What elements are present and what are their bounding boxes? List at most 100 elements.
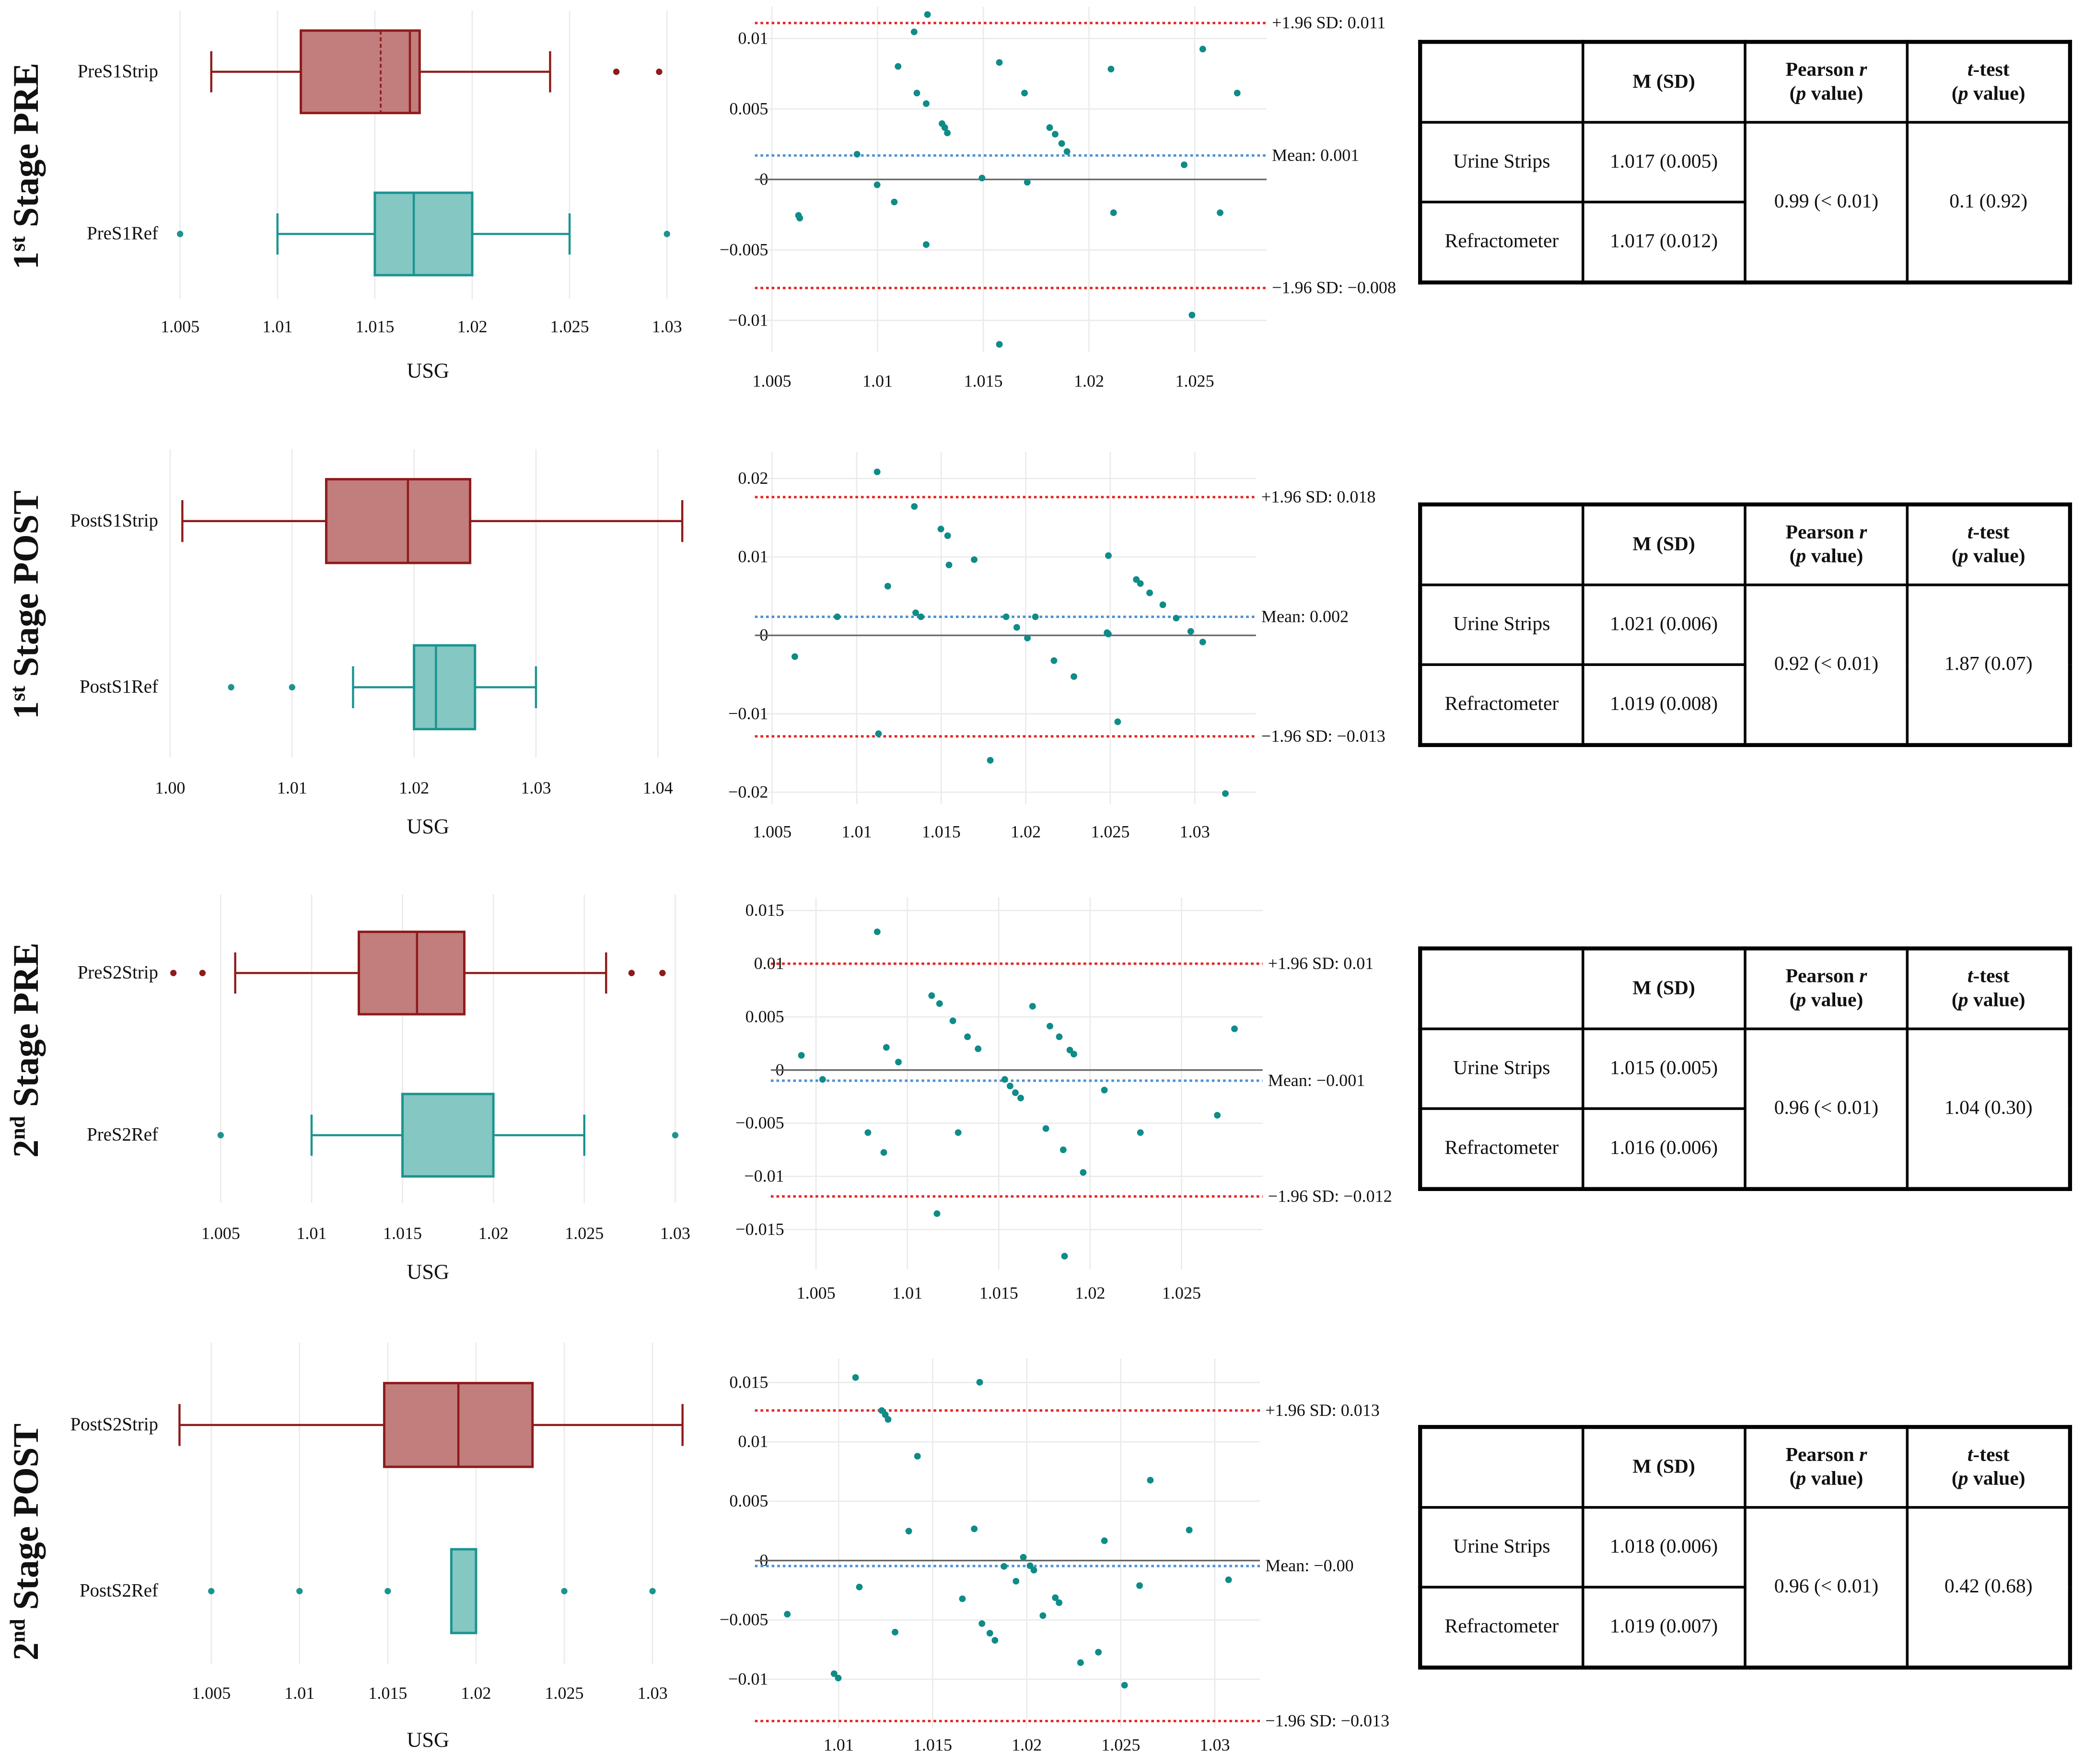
x-tick-label: 1.02	[399, 778, 429, 797]
data-point	[1059, 1146, 1067, 1153]
x-tick-label: 1.015	[922, 822, 961, 841]
row-title-text: Stage POST	[6, 1423, 46, 1619]
outlier-point	[170, 970, 177, 976]
x-tick-label: 1.005	[752, 372, 791, 391]
iqr-box	[325, 478, 472, 564]
data-point	[853, 151, 861, 158]
data-point	[1173, 615, 1180, 622]
data-point	[1214, 1112, 1221, 1119]
table-header-cell	[1419, 40, 1584, 124]
header-text: p	[1796, 546, 1806, 568]
data-point	[1050, 657, 1058, 664]
data-point	[1159, 601, 1166, 608]
outlier-point	[217, 1132, 224, 1139]
table-row: Urine Strips 1.018 (0.006) 0.96 (< 0.01) 0.…	[1419, 1506, 2072, 1669]
table-header-cell: Pearson r (p value)	[1744, 947, 1909, 1030]
row-title-text: Stage PRE	[6, 942, 46, 1116]
table-header-row: M (SD) Pearson r (p value) t-test (p value)	[1419, 503, 2072, 586]
header-text: p	[1796, 1469, 1806, 1490]
outlier-point	[628, 970, 635, 976]
data-point	[884, 583, 891, 590]
data-point	[1199, 639, 1206, 645]
data-point	[895, 63, 902, 70]
data-point	[1186, 1527, 1193, 1533]
data-point	[1234, 90, 1241, 96]
pearson-r-value: 0.96 (< 0.01)	[1744, 1506, 1909, 1669]
data-point	[1001, 1563, 1008, 1570]
category-label: PostS1Strip	[70, 510, 158, 531]
upper-limit-label: +1.96 SD: 0.01	[1268, 954, 1374, 973]
x-tick-label: 1.015	[913, 1735, 952, 1754]
iqr-box	[450, 1548, 477, 1635]
x-tick-label: 1.00	[155, 778, 185, 797]
data-point	[1017, 1095, 1024, 1101]
data-point	[959, 1595, 966, 1602]
box-strip: PostS2Strip	[70, 1382, 684, 1468]
row-title-number: 1	[6, 701, 46, 719]
box-strip: PreS1Strip	[78, 29, 663, 115]
header-text: Pearson	[1785, 966, 1860, 988]
x-tick-label: 1.025	[1091, 822, 1129, 841]
y-tick-label: 0.015	[729, 1372, 768, 1391]
t-test-value: 0.42 (0.68)	[1906, 1506, 2072, 1669]
header-text: value)	[1806, 990, 1863, 1012]
header-text: r	[1859, 1445, 1867, 1466]
outlier-point	[613, 69, 620, 75]
x-tick-label: 1.015	[368, 1683, 407, 1703]
iqr-box	[300, 29, 421, 115]
data-point	[1001, 1076, 1008, 1083]
header-text: p	[1958, 990, 1968, 1012]
method-label: Urine Strips	[1419, 1028, 1584, 1110]
header-text: (	[1789, 1469, 1796, 1490]
data-point	[1030, 1566, 1037, 1574]
table-header-cell: M (SD)	[1581, 1425, 1746, 1509]
mean-sd-value: 1.021 (0.006)	[1581, 584, 1746, 666]
outlier-point	[659, 970, 666, 976]
data-point	[978, 1620, 986, 1627]
pearson-r-value: 0.96 (< 0.01)	[1744, 1028, 1909, 1191]
iqr-box	[401, 1093, 495, 1178]
x-tick-label: 1.02	[1011, 822, 1041, 841]
x-tick-label: 1.01	[892, 1284, 922, 1303]
iqr-box	[413, 644, 477, 731]
header-text: -test	[1973, 59, 2010, 82]
y-tick-label: −0.01	[744, 1167, 784, 1186]
header-text: (	[1951, 1469, 1958, 1490]
x-tick-label: 1.015	[979, 1284, 1018, 1303]
data-point	[914, 1453, 921, 1460]
data-point	[1137, 1129, 1144, 1136]
x-tick-label: 1.005	[192, 1683, 231, 1703]
bland-altman-plot: 1.005 1.01 1.015 1.02 1.025 −0.015 −0.01 −0.005…	[735, 897, 1392, 1303]
table-header-cell: M (SD)	[1581, 947, 1746, 1030]
header-text: p	[1958, 83, 1968, 105]
y-tick-label: 0.02	[738, 468, 768, 488]
data-point	[1225, 1576, 1232, 1583]
y-tick-label: 0.005	[745, 1007, 784, 1026]
data-point	[949, 1017, 956, 1024]
header-text: Pearson	[1785, 1445, 1860, 1466]
y-tick-label: −0.005	[720, 1610, 768, 1629]
row-title: 2nd Stage POST	[6, 1424, 47, 1660]
data-point	[1026, 1562, 1034, 1569]
iqr-box	[358, 930, 466, 1016]
data-point	[1188, 312, 1196, 318]
lower-limit-label: −1.96 SD: −0.013	[1261, 726, 1385, 746]
data-point	[873, 928, 881, 935]
row-title: 2nd Stage PRE	[6, 943, 47, 1158]
box-ref: PostS1Ref	[80, 644, 537, 731]
y-tick-label: 0.005	[729, 99, 768, 118]
method-label: Refractometer	[1419, 1107, 1584, 1191]
data-point	[1056, 1033, 1063, 1040]
y-tick-label: 0.015	[745, 900, 784, 920]
table-header-cell: t-test (p value)	[1906, 40, 2072, 124]
data-point	[1029, 1003, 1036, 1010]
data-point	[834, 613, 841, 620]
data-point	[936, 1000, 943, 1007]
table-header-cell	[1419, 503, 1584, 586]
table-header-cell: M (SD)	[1581, 503, 1746, 586]
x-tick-label: 1.015	[964, 372, 1002, 391]
x-tick-label: 1.025	[565, 1224, 604, 1243]
table-header-cell: t-test (p value)	[1906, 503, 2072, 586]
data-point	[895, 1059, 902, 1066]
header-text: p	[1796, 83, 1806, 105]
